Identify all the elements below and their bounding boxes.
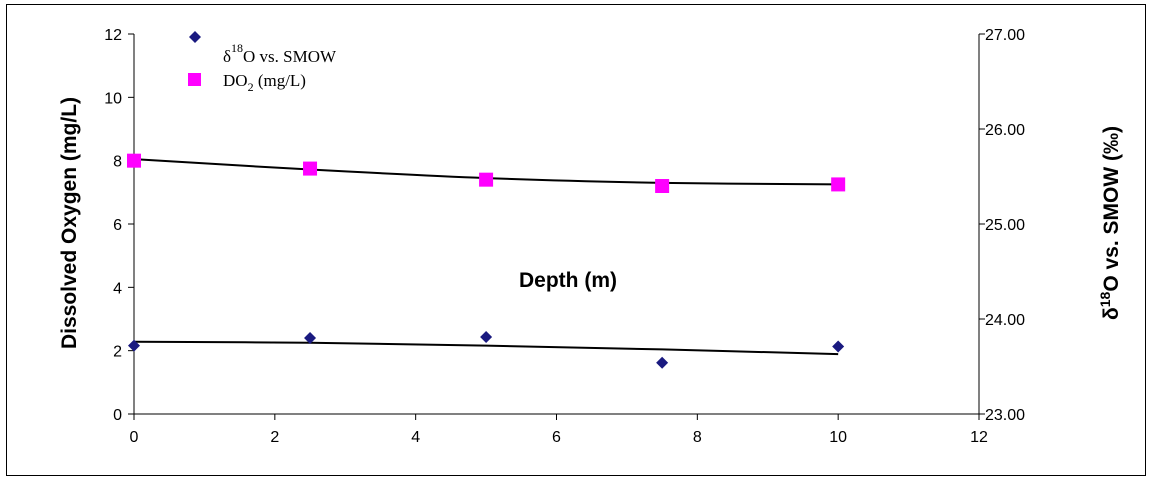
legend-delta-rest: O vs. SMOW xyxy=(243,47,337,66)
markers xyxy=(127,153,846,369)
left-y-tick-label-2: 4 xyxy=(113,280,122,297)
legend-do2-rest: (mg/L) xyxy=(254,71,306,90)
left-y-tick-label-0: 0 xyxy=(113,407,122,424)
legend-label-do2: DO2 (mg/L) xyxy=(223,71,306,94)
legend-label-delta: δ18O vs. SMOW xyxy=(223,41,337,66)
data-point-do2-0 xyxy=(127,153,141,168)
left-y-tick-label-1: 2 xyxy=(113,344,122,361)
right-y-tick-label-1: 24.00 xyxy=(985,312,1025,329)
data-point-do2-1 xyxy=(303,161,318,176)
axes: 0 2 4 6 8 10 12 0 2 4 6 8 10 12 23.00 24.00 25.00 26.00 27… xyxy=(104,27,1025,446)
x-tick-label-2: 4 xyxy=(411,429,420,446)
left-y-axis-title: Dissolved Oxygen (mg/L) xyxy=(58,97,81,349)
trendlines xyxy=(133,158,839,356)
data-point-delta18o-0 xyxy=(128,339,140,352)
legend-marker-delta xyxy=(189,31,201,43)
data-point-do2-3 xyxy=(655,179,670,193)
legend-do2-sub: 2 xyxy=(248,80,254,94)
legend-marker-do2 xyxy=(188,73,201,86)
x-axis-title: Depth (m) xyxy=(519,269,617,292)
x-tick-label-6: 12 xyxy=(970,429,988,446)
data-point-do2-2 xyxy=(479,172,494,187)
x-tick-label-5: 10 xyxy=(829,429,847,446)
data-point-delta18o-3 xyxy=(656,356,669,369)
x-tick-label-4: 8 xyxy=(693,429,702,446)
left-y-tick-label-4: 8 xyxy=(113,154,122,171)
right-y-axis-title-prefix: δ xyxy=(1100,307,1123,320)
right-y-axis-title: δ18O vs. SMOW (‰) xyxy=(1097,126,1123,320)
trendline-series-0 xyxy=(133,340,839,356)
data-point-delta18o-4 xyxy=(832,340,845,353)
right-y-tick-label-2: 25.00 xyxy=(985,217,1025,234)
legend-delta-prefix: δ xyxy=(223,47,231,66)
x-tick-label-1: 2 xyxy=(270,429,279,446)
right-y-tick-label-0: 23.00 xyxy=(985,407,1025,424)
legend: δ18O vs. SMOW DO2 (mg/L) xyxy=(188,31,337,94)
data-point-delta18o-2 xyxy=(480,331,493,344)
data-point-delta18o-1 xyxy=(304,332,317,344)
right-y-axis-title-rest: O vs. SMOW (‰) xyxy=(1100,126,1123,292)
legend-do2-prefix: DO xyxy=(223,71,248,90)
left-y-tick-label-5: 10 xyxy=(104,90,122,107)
left-y-tick-label-6: 12 xyxy=(104,27,122,44)
x-tick-label-0: 0 xyxy=(130,429,139,446)
x-tick-label-3: 6 xyxy=(552,429,561,446)
legend-delta-sup: 18 xyxy=(231,41,243,55)
right-y-tick-label-3: 26.00 xyxy=(985,122,1025,139)
data-point-do2-4 xyxy=(831,177,846,192)
right-y-tick-label-4: 27.00 xyxy=(985,27,1025,44)
right-y-axis-title-sup: 18 xyxy=(1097,291,1113,307)
left-y-tick-label-3: 6 xyxy=(113,217,122,234)
